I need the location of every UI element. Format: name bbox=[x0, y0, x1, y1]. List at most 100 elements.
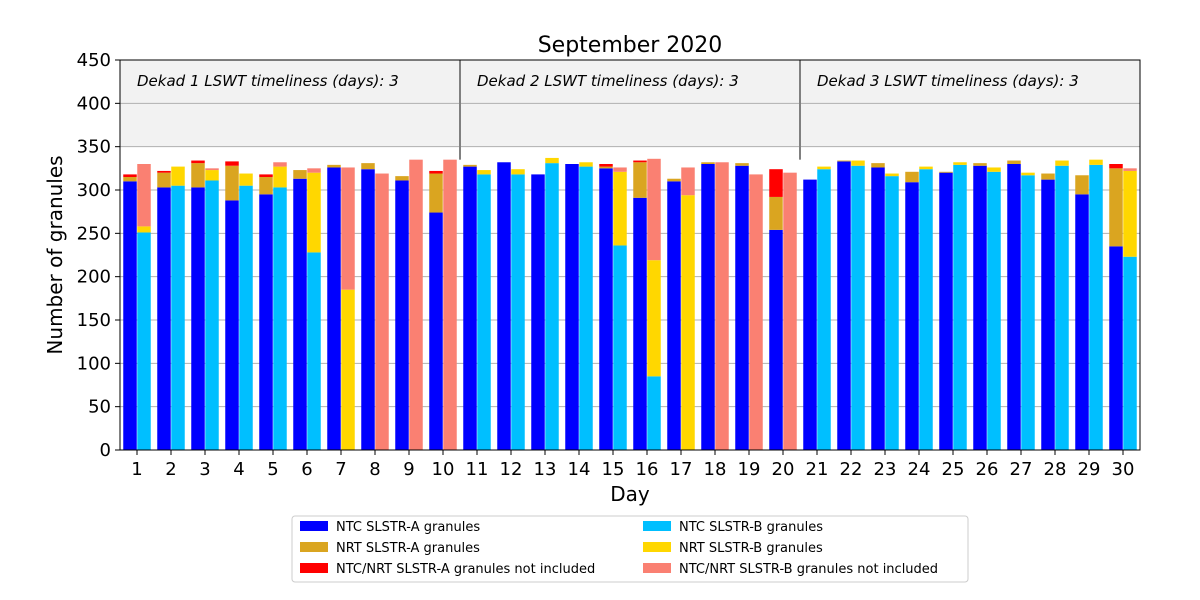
bar-a-1-day-4 bbox=[225, 200, 239, 450]
y-tick-label: 450 bbox=[77, 50, 111, 71]
x-tick-label: 26 bbox=[976, 459, 999, 480]
x-tick-label: 5 bbox=[267, 459, 278, 480]
bar-a-1-day-30 bbox=[1109, 246, 1123, 450]
x-tick-label: 9 bbox=[403, 459, 414, 480]
bar-b-1-day-28 bbox=[1055, 165, 1069, 450]
bar-b-2-day-29 bbox=[1089, 159, 1103, 165]
bar-b-3-day-10 bbox=[443, 159, 457, 450]
bar-a-1-day-12 bbox=[497, 162, 511, 450]
bar-a-2-day-1 bbox=[123, 177, 137, 182]
legend-box bbox=[291, 515, 969, 583]
x-tick-label: 23 bbox=[874, 459, 897, 480]
x-tick-label: 18 bbox=[704, 459, 727, 480]
x-tick-label: 11 bbox=[466, 459, 489, 480]
bar-a-2-day-19 bbox=[735, 163, 749, 166]
bar-b-2-day-25 bbox=[953, 162, 967, 165]
bar-a-2-day-5 bbox=[259, 177, 273, 195]
bar-b-3-day-15 bbox=[613, 167, 627, 172]
x-tick-label: 16 bbox=[636, 459, 659, 480]
bar-a-1-day-3 bbox=[191, 187, 205, 450]
bar-b-2-day-3 bbox=[205, 170, 219, 181]
bar-a-2-day-24 bbox=[905, 171, 919, 183]
bar-b-2-day-17 bbox=[681, 195, 695, 450]
bar-a-2-day-11 bbox=[463, 164, 477, 167]
bar-b-3-day-17 bbox=[681, 167, 695, 196]
bar-b-1-day-25 bbox=[953, 164, 967, 450]
bar-a-1-day-24 bbox=[905, 182, 919, 450]
bar-b-1-day-14 bbox=[579, 166, 593, 450]
x-tick-label: 22 bbox=[840, 459, 863, 480]
bar-b-3-day-18 bbox=[715, 162, 729, 450]
bar-b-3-day-19 bbox=[749, 174, 763, 450]
bar-b-2-day-6 bbox=[307, 172, 321, 253]
x-tick-label: 2 bbox=[165, 459, 176, 480]
bar-a-1-day-8 bbox=[361, 169, 375, 450]
bar-a-1-day-6 bbox=[293, 178, 307, 450]
bars-group bbox=[123, 157, 1137, 451]
bar-a-1-day-25 bbox=[939, 172, 953, 450]
bar-a-3-day-20 bbox=[769, 169, 783, 197]
x-tick-label: 8 bbox=[369, 459, 380, 480]
bar-a-2-day-17 bbox=[667, 178, 681, 182]
bar-b-2-day-7 bbox=[341, 289, 355, 450]
bar-a-2-day-10 bbox=[429, 173, 443, 213]
bar-a-2-day-20 bbox=[769, 196, 783, 230]
x-tick-label: 27 bbox=[1010, 459, 1033, 480]
bar-b-2-day-21 bbox=[817, 166, 831, 170]
x-tick-label: 4 bbox=[233, 459, 244, 480]
legend-label: NTC/NRT SLSTR-A granules not included bbox=[336, 562, 595, 577]
bar-b-1-day-3 bbox=[205, 180, 219, 450]
bar-b-1-day-11 bbox=[477, 174, 491, 450]
chart-title: September 2020 bbox=[538, 33, 723, 58]
bar-b-1-day-12 bbox=[511, 174, 525, 450]
bar-b-1-day-29 bbox=[1089, 164, 1103, 450]
bar-a-2-day-6 bbox=[293, 170, 307, 179]
bar-b-3-day-16 bbox=[647, 158, 661, 261]
x-axis-ticks: 1 2 3 4 5 6 7 8 9 10 11 12 13 14 15 16 17 18 19 20 21 22 23 24 2… bbox=[131, 450, 1134, 480]
legend-label: NRT SLSTR-A granules bbox=[336, 541, 480, 556]
bar-b-3-day-20 bbox=[783, 172, 797, 450]
x-tick-label: 1 bbox=[131, 459, 142, 480]
bar-a-1-day-9 bbox=[395, 180, 409, 450]
bar-b-3-day-8 bbox=[375, 173, 389, 451]
bar-b-1-day-1 bbox=[137, 232, 151, 450]
x-tick-label: 12 bbox=[500, 459, 523, 480]
legend-swatch bbox=[643, 563, 671, 573]
bar-a-2-day-28 bbox=[1041, 173, 1055, 180]
y-tick-label: 200 bbox=[77, 267, 111, 288]
bar-b-2-day-28 bbox=[1055, 160, 1069, 166]
bar-b-1-day-4 bbox=[239, 185, 253, 450]
bar-a-2-day-29 bbox=[1075, 175, 1089, 195]
bar-a-2-day-7 bbox=[327, 164, 341, 168]
y-tick-label: 100 bbox=[77, 353, 111, 374]
bar-b-2-day-11 bbox=[477, 170, 491, 175]
x-tick-label: 10 bbox=[432, 459, 455, 480]
bar-a-2-day-22 bbox=[837, 160, 851, 162]
x-tick-label: 24 bbox=[908, 459, 931, 480]
y-tick-label: 400 bbox=[77, 93, 111, 114]
bar-b-1-day-6 bbox=[307, 252, 321, 450]
x-tick-label: 19 bbox=[738, 459, 761, 480]
bar-a-3-day-4 bbox=[225, 161, 239, 166]
bar-b-2-day-27 bbox=[1021, 172, 1035, 176]
bar-a-2-day-3 bbox=[191, 163, 205, 188]
bar-b-2-day-5 bbox=[273, 166, 287, 188]
bar-a-1-day-1 bbox=[123, 181, 137, 451]
y-axis-label: Number of granules bbox=[43, 155, 67, 354]
bar-b-2-day-22 bbox=[851, 160, 865, 166]
x-tick-label: 14 bbox=[568, 459, 591, 480]
bar-b-2-day-1 bbox=[137, 226, 151, 233]
bar-b-2-day-14 bbox=[579, 162, 593, 167]
bar-a-1-day-14 bbox=[565, 164, 579, 450]
x-tick-label: 6 bbox=[301, 459, 312, 480]
bar-b-1-day-22 bbox=[851, 165, 865, 450]
bar-b-2-day-26 bbox=[987, 167, 1001, 172]
bar-b-1-day-2 bbox=[171, 185, 185, 450]
bar-b-1-day-27 bbox=[1021, 175, 1035, 450]
bar-a-3-day-5 bbox=[259, 174, 273, 177]
x-tick-label: 13 bbox=[534, 459, 557, 480]
bar-a-1-day-27 bbox=[1007, 164, 1021, 450]
bar-a-1-day-26 bbox=[973, 165, 987, 450]
x-tick-label: 20 bbox=[772, 459, 795, 480]
bar-a-2-day-26 bbox=[973, 163, 987, 166]
